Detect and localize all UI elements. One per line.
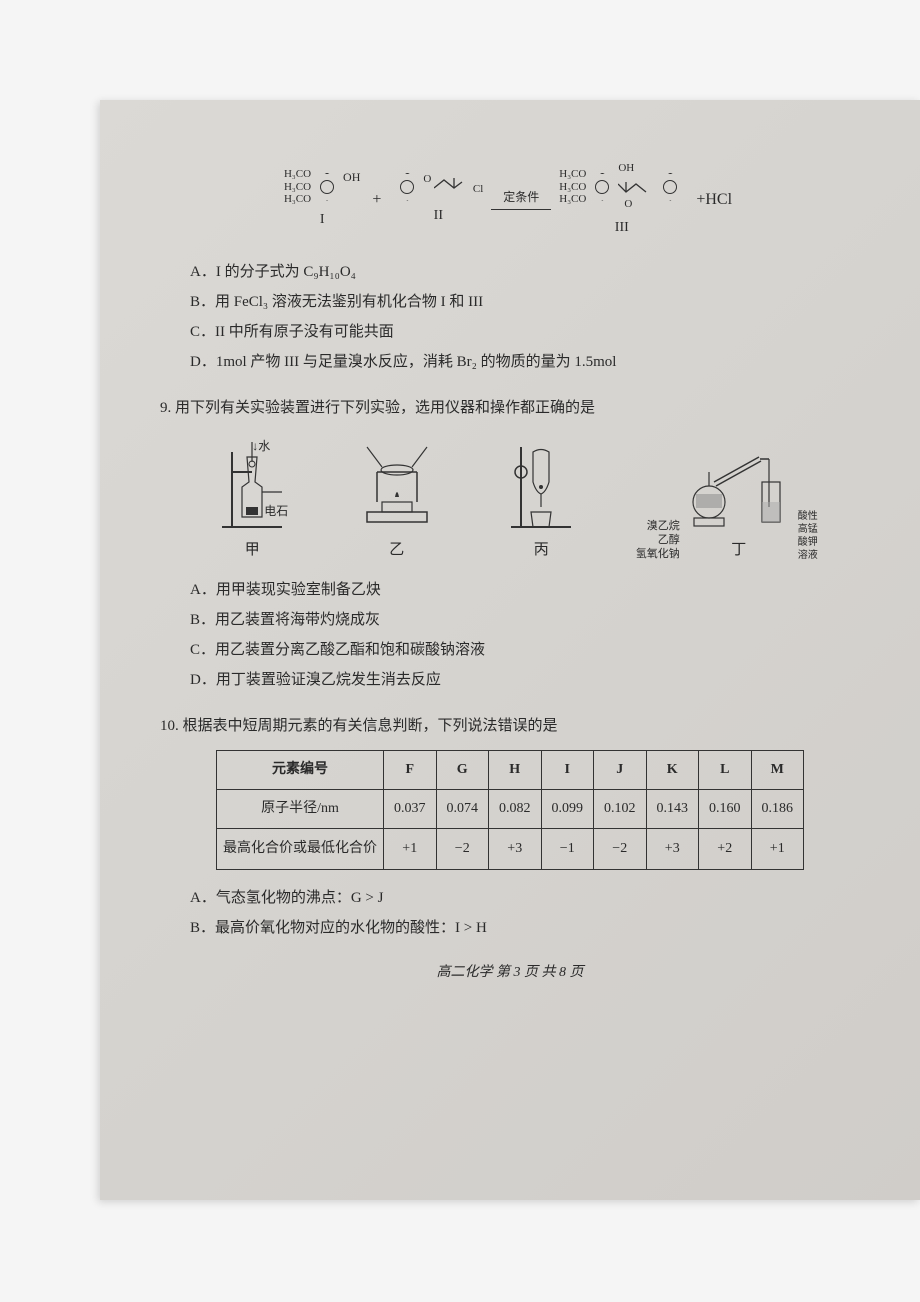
sub-text: Cl: [473, 183, 483, 195]
option-b: B．最高价氧化物对应的水化物的酸性：I > H: [190, 916, 870, 940]
ding-right-label: 酸性 高锰 酸钾 溶液: [798, 510, 818, 562]
sub-text: H₃CO: [559, 193, 586, 205]
benzene-ring-icon: [588, 173, 616, 201]
option-d: D．1mol 产物 III 与足量溴水反应，消耗 Br₂ 的物质的量为 1.5m…: [190, 350, 870, 374]
apparatus-bing-icon: [491, 432, 591, 532]
table-header: G: [436, 750, 489, 789]
chain-icon: [434, 174, 470, 192]
table-cell: 0.160: [699, 789, 752, 828]
sub-text: H₃CO: [284, 193, 311, 205]
molecule-label: I: [284, 209, 360, 231]
apparatus-jia: ↓水 电石 甲: [202, 432, 302, 562]
element-table: 元素编号 F G H I J K L M 原子半径/nm 0.037 0.074…: [216, 750, 804, 870]
apparatus-label: 丙: [491, 538, 591, 562]
benzene-ring-icon: [313, 173, 341, 201]
table-row: 原子半径/nm 0.037 0.074 0.082 0.099 0.102 0.…: [217, 789, 804, 828]
table-cell: +1: [751, 829, 804, 870]
table-cell: 0.102: [594, 789, 647, 828]
table-cell: 0.082: [489, 789, 542, 828]
table-cell: +1: [384, 829, 437, 870]
table-header: L: [699, 750, 752, 789]
benzene-ring-icon: [656, 173, 684, 201]
table-cell: −2: [436, 829, 489, 870]
reaction-arrow: 定条件: [491, 188, 551, 212]
apparatus-label: 甲: [202, 538, 302, 562]
apparatus-label: 丁: [684, 538, 794, 562]
molecule-label: III: [559, 217, 684, 239]
table-cell: −1: [541, 829, 594, 870]
table-header: K: [646, 750, 699, 789]
molecule-2: O Cl II: [393, 173, 483, 227]
option-b: B．用乙装置将海带灼烧成灰: [190, 608, 870, 632]
table-cell: 0.099: [541, 789, 594, 828]
molecule-3: H₃CO H₃CO H₃CO OH O III: [559, 160, 684, 240]
table-cell: +2: [699, 829, 752, 870]
sub-text: H₃CO: [284, 181, 311, 193]
sub-text: H₃CO: [284, 168, 311, 180]
molecule-label: II: [393, 205, 483, 227]
q10-stem: 10. 根据表中短周期元素的有关信息判断，下列说法错误的是: [160, 714, 870, 738]
q9-options: A．用甲装现实验室制备乙炔 B．用乙装置将海带灼烧成灰 C．用乙装置分离乙酸乙酯…: [190, 578, 870, 692]
q8-options: A．I 的分子式为 C₉H₁₀O₄ B．用 FeCl₃ 溶液无法鉴别有机化合物 …: [190, 260, 870, 374]
plus-sign: +: [372, 187, 381, 213]
table-cell: 0.074: [436, 789, 489, 828]
option-c: C．II 中所有原子没有可能共面: [190, 320, 870, 344]
molecule-1: H₃CO H₃CO H₃CO OH I: [284, 168, 360, 231]
q10-options: A．气态氢化物的沸点：G > J B．最高价氧化物对应的水化物的酸性：I > H: [190, 886, 870, 940]
table-header: J: [594, 750, 647, 789]
table-header: I: [541, 750, 594, 789]
plus-hcl: +HCl: [696, 187, 732, 213]
benzene-ring-icon: [393, 173, 421, 201]
tag-bromoethane: 溴乙烷: [636, 519, 680, 533]
table-header: M: [751, 750, 804, 789]
table-header: 元素编号: [217, 750, 384, 789]
table-cell: 0.186: [751, 789, 804, 828]
option-a: A．用甲装现实验室制备乙炔: [190, 578, 870, 602]
apparatus-yi: 乙: [347, 432, 447, 562]
tag-stone: 电石: [264, 502, 288, 521]
sub-text: OH: [618, 160, 634, 178]
table-header-row: 元素编号 F G H I J K L M: [217, 750, 804, 789]
row-label: 最高化合价或最低化合价: [217, 829, 384, 870]
arrow-condition: 定条件: [491, 188, 551, 207]
option-b: B．用 FeCl₃ 溶液无法鉴别有机化合物 I 和 III: [190, 290, 870, 314]
carbonyl-o: O: [624, 196, 632, 214]
sub-text: H₃CO: [559, 181, 586, 193]
table-cell: +3: [646, 829, 699, 870]
q9-stem: 9. 用下列有关实验装置进行下列实验，选用仪器和操作都正确的是: [160, 396, 870, 420]
chain-icon: [618, 178, 654, 196]
sub-text: OH: [343, 168, 360, 187]
option-d: D．用丁装置验证溴乙烷发生消去反应: [190, 668, 870, 692]
sub-text: H₃CO: [559, 168, 586, 180]
page-footer: 高二化学 第 3 页 共 8 页: [150, 962, 870, 984]
reaction-scheme: H₃CO H₃CO H₃CO OH I + O Cl II: [150, 160, 870, 240]
apparatus-row: ↓水 电石 甲 乙: [180, 432, 840, 562]
table-header: F: [384, 750, 437, 789]
table-row: 最高化合价或最低化合价 +1 −2 +3 −1 −2 +3 +2 +1: [217, 829, 804, 870]
ding-left-labels: 溴乙烷 乙醇 氢氧化钠: [636, 519, 680, 562]
option-a: A．I 的分子式为 C₉H₁₀O₄: [190, 260, 870, 284]
table-cell: −2: [594, 829, 647, 870]
table-header: H: [489, 750, 542, 789]
option-a: A．气态氢化物的沸点：G > J: [190, 886, 870, 910]
apparatus-label: 乙: [347, 538, 447, 562]
table-cell: 0.037: [384, 789, 437, 828]
tag-ethanol: 乙醇: [636, 533, 680, 547]
apparatus-ding-icon: [684, 432, 794, 532]
apparatus-bing: 丙: [491, 432, 591, 562]
carbonyl-o: O: [423, 173, 431, 185]
exam-page: H₃CO H₃CO H₃CO OH I + O Cl II: [100, 100, 920, 1200]
table-cell: 0.143: [646, 789, 699, 828]
apparatus-ding: 溴乙烷 乙醇 氢氧化钠 丁 酸性 高锰 酸: [636, 432, 818, 562]
tag-water: ↓水: [252, 437, 270, 456]
apparatus-yi-icon: [347, 432, 447, 532]
row-label: 原子半径/nm: [217, 789, 384, 828]
table-cell: +3: [489, 829, 542, 870]
option-c: C．用乙装置分离乙酸乙酯和饱和碳酸钠溶液: [190, 638, 870, 662]
tag-naoh: 氢氧化钠: [636, 547, 680, 561]
